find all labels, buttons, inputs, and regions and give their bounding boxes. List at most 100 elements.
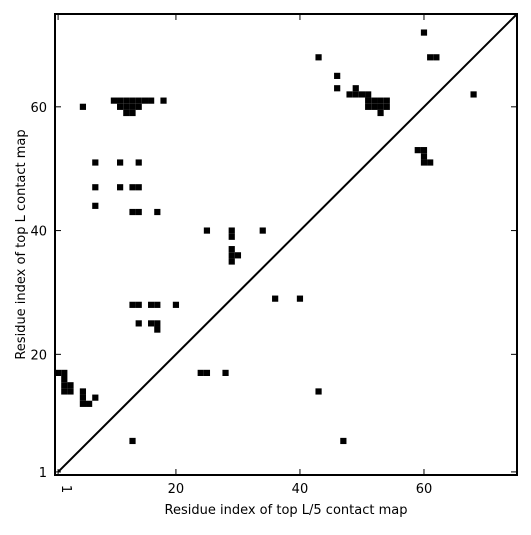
contact-point — [135, 208, 142, 216]
contact-point — [470, 91, 477, 98]
plot-frame — [54, 13, 518, 476]
contact-point — [371, 103, 378, 110]
y-tick-label: 40 — [30, 225, 47, 240]
contact-point — [228, 233, 235, 240]
contact-point — [79, 388, 87, 395]
contact-point — [154, 301, 161, 308]
contact-point — [129, 437, 136, 445]
contact-point — [61, 375, 68, 383]
contact-point — [377, 103, 384, 110]
contact-point — [135, 103, 142, 110]
y-axis-label: Residue index of top L contact map — [14, 129, 29, 359]
contact-point — [365, 103, 372, 110]
contact-point — [160, 97, 167, 104]
contact-point — [154, 320, 161, 327]
contact-point — [79, 103, 87, 110]
contact-point — [61, 382, 68, 389]
contact-point — [228, 227, 235, 234]
contact-point — [135, 97, 142, 104]
contact-point — [228, 246, 235, 253]
contact-point — [371, 97, 378, 104]
x-axis-label: Residue index of top L/5 contact map — [165, 503, 408, 518]
contact-point — [129, 301, 136, 308]
contact-point — [117, 159, 124, 166]
x-tick-label: 40 — [292, 482, 309, 497]
contact-point — [135, 301, 142, 308]
contact-point — [154, 326, 161, 333]
contact-point — [123, 109, 130, 117]
contact-point — [129, 109, 136, 117]
contact-point — [334, 85, 341, 92]
marks-layer — [55, 29, 477, 445]
contact-point — [346, 91, 353, 98]
contact-point — [365, 97, 372, 104]
contact-point — [222, 369, 229, 376]
contact-point — [141, 97, 149, 104]
contact-point — [123, 103, 130, 110]
contact-point — [148, 301, 155, 308]
contact-point — [203, 369, 211, 376]
contact-point — [172, 301, 180, 308]
contact-point — [377, 109, 384, 117]
y-tick-label: 1 — [39, 466, 47, 481]
contact-point — [228, 252, 235, 259]
x-tick-label: 60 — [416, 482, 433, 497]
contact-point — [420, 29, 428, 36]
contact-point — [228, 258, 235, 265]
contact-point — [259, 227, 266, 234]
contact-point — [427, 159, 434, 166]
contact-point — [129, 184, 136, 191]
ticks-layer: 1 20 40 60 1 20 40 60 — [30, 14, 517, 497]
contact-point — [117, 103, 124, 110]
x-tick-label: 1 — [58, 485, 73, 493]
contact-point — [129, 97, 136, 104]
contact-point — [92, 159, 99, 166]
contact-point — [92, 394, 99, 401]
contact-point — [352, 91, 359, 98]
contact-point — [197, 369, 204, 376]
contact-point — [92, 202, 99, 209]
contact-point — [315, 54, 322, 61]
contact-point — [117, 184, 124, 191]
contact-point — [67, 382, 74, 389]
contact-point — [61, 388, 68, 395]
contact-point — [272, 295, 279, 302]
contact-point — [383, 97, 390, 104]
contact-point — [148, 97, 155, 104]
contact-point — [203, 227, 211, 234]
contact-point — [148, 320, 155, 327]
contact-point — [420, 147, 428, 154]
contact-point — [433, 54, 440, 61]
contact-point — [135, 184, 142, 191]
contact-point — [234, 252, 242, 259]
contact-point — [365, 91, 372, 98]
contact-point — [358, 91, 366, 98]
x-tick-label: 20 — [168, 482, 185, 497]
contact-point — [427, 54, 434, 61]
contact-point — [79, 400, 87, 407]
diagonal-reference-line — [57, 13, 518, 473]
contact-point — [420, 159, 428, 166]
contact-point — [129, 103, 136, 110]
contact-point — [61, 369, 68, 376]
contact-point — [67, 388, 74, 395]
contact-point — [340, 437, 347, 445]
contact-point — [79, 394, 87, 401]
contact-point — [110, 97, 118, 104]
contact-point — [135, 159, 142, 166]
contact-point — [154, 208, 161, 216]
contact-point — [117, 97, 124, 104]
contact-point — [414, 147, 421, 154]
y-tick-label: 60 — [30, 101, 47, 116]
contact-point — [55, 369, 62, 376]
contact-point — [383, 103, 390, 110]
contact-point — [92, 184, 99, 191]
contact-point — [86, 400, 93, 407]
y-tick-label: 20 — [30, 348, 47, 363]
contact-point — [377, 97, 384, 104]
contact-point — [296, 295, 304, 302]
contact-point — [420, 153, 428, 160]
contact-point — [334, 72, 341, 79]
